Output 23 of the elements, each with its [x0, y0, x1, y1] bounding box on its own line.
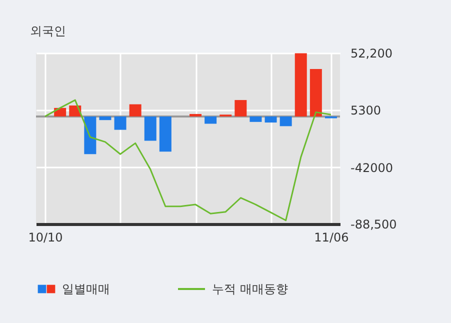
bar: [84, 116, 96, 154]
x-tick-label: 11/06: [314, 230, 349, 244]
bar: [264, 116, 277, 123]
bar: [159, 116, 172, 152]
x-tick-label: 10/10: [28, 230, 63, 244]
bar: [99, 116, 112, 120]
chart-title: 외국인: [30, 24, 66, 38]
y-tick-label: 52,200: [350, 46, 392, 60]
y-tick-label: -88,500: [350, 218, 397, 232]
bar: [114, 116, 126, 130]
bar: [129, 104, 142, 116]
bar: [204, 116, 217, 124]
bar: [250, 116, 262, 122]
line-series: [44, 99, 332, 222]
bar: [294, 53, 307, 116]
legend-label: 일별매매: [62, 282, 110, 296]
y-tick-label: -42000: [350, 160, 394, 175]
bar: [144, 116, 156, 141]
y-tick-label: 5300: [350, 104, 382, 118]
bar: [280, 116, 292, 126]
bar: [310, 69, 322, 116]
bar: [234, 100, 247, 116]
legend-label: 누적 매매동향: [212, 282, 288, 296]
